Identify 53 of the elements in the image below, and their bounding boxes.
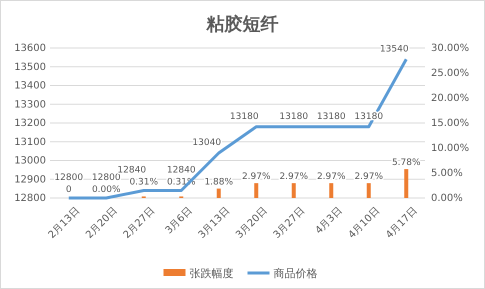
data-label: 0.31% <box>129 178 158 188</box>
data-label: 13180 <box>316 112 346 122</box>
x-tick-label: 4月17日 <box>384 205 420 241</box>
data-label: 2.97% <box>354 172 384 182</box>
y-tick-label: 13200 <box>14 118 46 130</box>
bar <box>329 183 334 198</box>
x-tick-label: 4月10日 <box>346 205 382 241</box>
y-tick-label: 12900 <box>14 174 46 186</box>
y-tick-label: 13300 <box>14 99 46 110</box>
data-label: 13040 <box>192 138 222 148</box>
data-label: 2.97% <box>279 172 308 182</box>
data-label: 2.97% <box>242 172 271 182</box>
legend-label: 商品价格 <box>274 267 318 280</box>
data-label: 1.88% <box>204 178 234 188</box>
x-tick-label: 3月27日 <box>272 205 308 241</box>
y-tick-label: 13500 <box>14 62 46 73</box>
y2-tick-label: 15.00% <box>431 118 470 130</box>
x-tick-label: 3月6日 <box>164 205 195 236</box>
y2-tick-label: 0.00% <box>431 193 463 204</box>
y2-tick-label: 5.00% <box>431 168 463 180</box>
data-label: 0.00% <box>92 185 121 195</box>
x-tick-label: 4月3日 <box>314 205 345 236</box>
data-label: 12840 <box>117 166 146 176</box>
data-label: 12840 <box>166 166 196 176</box>
data-label: 13180 <box>230 112 259 122</box>
y2-tick-label: 25.00% <box>431 68 470 80</box>
data-label: 12800 <box>54 173 84 183</box>
data-label: 5.78% <box>392 158 421 168</box>
data-label: 0 <box>66 185 72 195</box>
bar <box>292 183 296 198</box>
data-label: 2.97% <box>316 172 346 182</box>
data-label: 13180 <box>279 112 308 122</box>
x-tick-label: 3月20日 <box>234 205 270 241</box>
y-tick-label: 13400 <box>14 80 46 92</box>
bar <box>404 169 408 198</box>
bar <box>216 188 221 198</box>
y2-tick-label: 10.00% <box>431 143 470 154</box>
x-tick-label: 2月13日 <box>46 205 82 241</box>
y-tick-label: 13100 <box>14 136 46 148</box>
chart-title: 粘胶短纤 <box>206 14 278 35</box>
y-tick-label: 12800 <box>14 193 46 204</box>
y2-tick-label: 20.00% <box>431 93 470 104</box>
bar <box>366 183 371 198</box>
data-label: 12800 <box>92 173 121 183</box>
x-tick-label: 3月13日 <box>196 205 232 241</box>
y2-tick-label: 30.00% <box>431 43 470 54</box>
x-tick-label: 2月20日 <box>84 205 120 241</box>
legend-label: 张跌幅度 <box>190 267 234 280</box>
bar <box>254 183 258 198</box>
data-label: 13540 <box>380 44 409 54</box>
y-tick-label: 13000 <box>14 156 46 167</box>
y-tick-label: 13600 <box>14 43 46 54</box>
x-tick-label: 2月27日 <box>122 205 158 241</box>
